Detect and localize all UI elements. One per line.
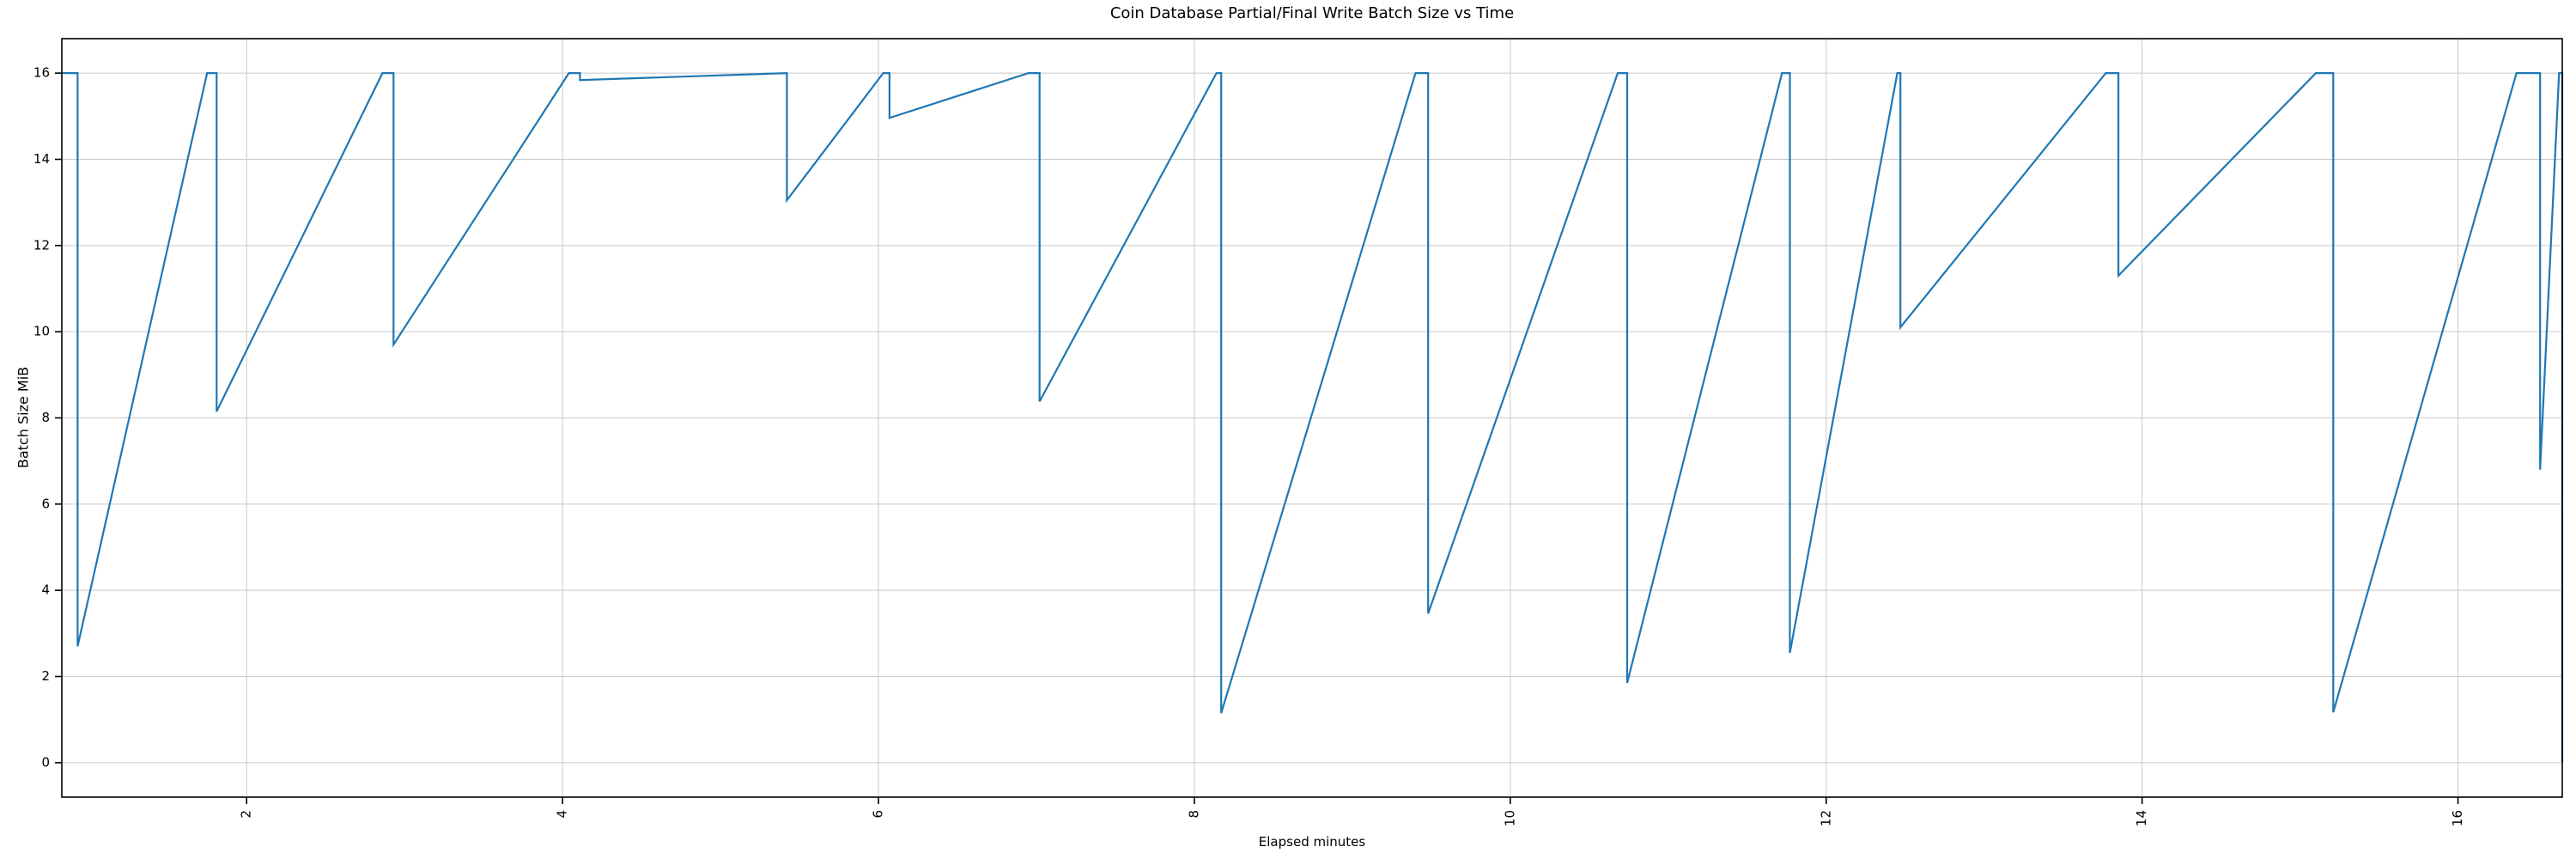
x-tick-label: 14 xyxy=(2134,810,2149,826)
chart-title: Coin Database Partial/Final Write Batch … xyxy=(1109,4,1515,22)
y-tick-label: 4 xyxy=(41,582,50,598)
x-axis-label: Elapsed minutes xyxy=(1258,834,1366,850)
x-tick-label: 4 xyxy=(555,810,570,819)
y-tick-label: 16 xyxy=(33,65,50,81)
y-tick-label: 8 xyxy=(41,410,50,425)
x-tick-label: 2 xyxy=(239,810,254,819)
y-tick-label: 12 xyxy=(33,237,50,253)
y-tick-label: 2 xyxy=(41,668,50,684)
x-tick-label: 16 xyxy=(2450,810,2465,826)
y-axis-label: Batch Size MiB xyxy=(15,366,32,469)
y-tick-label: 0 xyxy=(41,754,50,770)
x-tick-label: 10 xyxy=(1502,810,1517,826)
y-tick-label: 10 xyxy=(33,324,50,339)
y-tick-label: 6 xyxy=(41,496,50,511)
x-tick-label: 8 xyxy=(1186,810,1201,819)
series-line-write-batch-size-mib xyxy=(62,71,2564,762)
y-tick-label: 14 xyxy=(33,151,50,167)
x-tick-label: 12 xyxy=(1818,810,1833,826)
x-tick-label: 6 xyxy=(871,810,886,819)
